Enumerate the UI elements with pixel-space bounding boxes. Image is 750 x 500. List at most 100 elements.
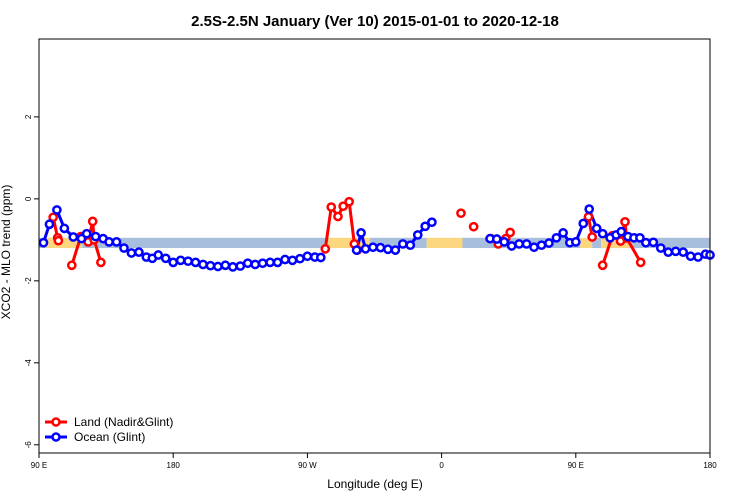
legend-ocean-marker <box>51 432 61 442</box>
ocean-data-point <box>648 237 659 248</box>
ocean-data-point <box>616 226 627 237</box>
ocean-data-point <box>412 230 423 240</box>
ocean-data-point <box>390 245 401 255</box>
legend: Land (Nadir&Glint) Ocean (Glint) <box>45 415 173 444</box>
x-tick-label: 180 <box>167 461 181 470</box>
land-data-point <box>326 202 337 212</box>
ocean-data-point <box>356 228 366 238</box>
chart-title: 2.5S-2.5N January (Ver 10) 2015-01-01 to… <box>191 13 559 30</box>
ocean-data-point <box>205 260 216 271</box>
ocean-data-point <box>302 251 313 262</box>
ocean-data-point <box>663 247 674 257</box>
land-data-point <box>66 260 77 271</box>
ocean-data-point <box>351 245 362 255</box>
ocean-data-point <box>405 240 416 251</box>
land-data-point <box>587 232 598 242</box>
ocean-data-point <box>536 240 547 251</box>
land-data-point <box>333 211 343 222</box>
ocean-data-point <box>111 237 122 247</box>
ocean-data-point <box>544 238 554 248</box>
ocean-data-point <box>235 261 246 271</box>
ocean-data-point <box>59 223 70 234</box>
ocean-data-point <box>227 262 238 272</box>
ocean-data-point <box>90 231 101 242</box>
x-tick-label: 0 <box>439 461 444 470</box>
ocean-data-point <box>678 247 689 257</box>
land-data-point <box>53 235 64 246</box>
land-data-point <box>344 196 355 207</box>
series-points <box>38 196 715 272</box>
ocean-data-point <box>250 259 261 270</box>
ocean-data-point <box>506 241 517 251</box>
ocean-data-point <box>183 256 193 267</box>
ocean-data-point <box>295 253 305 264</box>
ocean-data-point <box>213 261 223 272</box>
ocean-data-point <box>383 244 393 255</box>
ocean-data-point <box>272 257 283 268</box>
ocean-data-point <box>119 243 129 253</box>
ocean-data-point <box>558 228 568 238</box>
ocean-data-point <box>360 244 371 254</box>
ocean-data-point <box>551 232 562 243</box>
land-data-point <box>456 208 466 219</box>
ocean-data-point <box>670 246 681 257</box>
ocean-data-point <box>597 228 608 239</box>
ocean-data-point <box>591 223 602 234</box>
legend-land-marker <box>51 417 61 427</box>
ocean-data-point <box>134 247 144 257</box>
land-data-point <box>583 212 594 222</box>
ocean-data-point <box>126 248 137 258</box>
y-axis: -6 -4 -2 0 2 <box>24 114 39 448</box>
ocean-data-point <box>168 257 179 268</box>
land-data-point <box>320 244 331 254</box>
ocean-data-point <box>584 204 595 214</box>
ocean-data-point <box>160 253 171 264</box>
y-tick-label: -2 <box>24 277 33 285</box>
land-data-point <box>96 257 106 268</box>
ocean-data-point <box>375 242 386 253</box>
land-data-point <box>468 221 479 232</box>
ocean-data-point <box>521 239 532 249</box>
ocean-data-point <box>190 257 201 268</box>
land-data-point <box>597 260 608 271</box>
band-land-segment <box>325 237 371 249</box>
y-tick-label: 0 <box>24 196 33 201</box>
ocean-data-point <box>529 242 539 253</box>
land-data-point <box>635 257 646 268</box>
ocean-data-point <box>265 257 275 268</box>
ocean-data-point <box>570 237 581 247</box>
ocean-data-point <box>315 252 326 263</box>
y-tick-label: 2 <box>24 114 33 119</box>
land-data-point <box>48 212 59 223</box>
band-land-segment <box>426 237 463 249</box>
x-tick-label: 180 <box>703 461 717 470</box>
ocean-data-point <box>280 254 290 265</box>
ocean-data-point <box>635 232 645 243</box>
ocean-data-point <box>368 242 378 253</box>
ocean-data-point <box>499 237 510 247</box>
ocean-data-point <box>287 255 298 266</box>
y-tick-label: -4 <box>24 359 33 367</box>
ocean-data-point <box>420 221 431 232</box>
band-ocean-segment <box>632 237 710 249</box>
ocean-data-point <box>220 260 231 271</box>
x-tick-label: 90 E <box>31 461 47 470</box>
ocean-data-point <box>491 234 502 244</box>
ocean-data-point <box>44 219 55 230</box>
land-data-point <box>505 227 516 238</box>
ocean-data-point <box>52 205 62 215</box>
ocean-data-point <box>578 218 589 229</box>
ocean-data-point <box>104 237 114 247</box>
ocean-data-point <box>397 239 408 249</box>
ocean-data-point <box>685 251 696 262</box>
land-data-point <box>620 216 630 227</box>
x-tick-label: 90 E <box>568 461 584 470</box>
plot-frame <box>38 38 711 454</box>
legend-ocean-label: Ocean (Glint) <box>74 430 145 444</box>
x-axis: 90 E 180 90 W 0 90 E 180 <box>31 453 717 470</box>
ocean-data-point <box>198 259 208 270</box>
y-axis-label: XCO2 - MLO trend (ppm) <box>0 185 13 320</box>
x-axis-label: Longitude (deg E) <box>327 477 422 491</box>
ocean-data-point <box>514 239 524 249</box>
